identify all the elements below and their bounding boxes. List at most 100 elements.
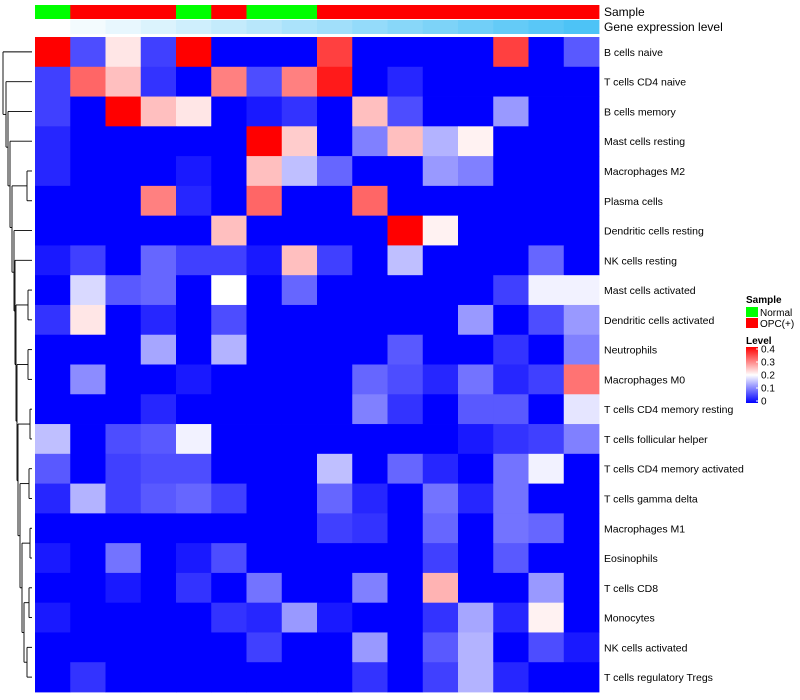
heatmap-cell bbox=[317, 662, 353, 693]
legend-label-opc: OPC(+) bbox=[760, 319, 794, 330]
heatmap-cell bbox=[387, 275, 424, 306]
heatmap-cell bbox=[246, 185, 283, 217]
heatmap-cell bbox=[493, 126, 529, 157]
heatmap-cell bbox=[422, 126, 459, 157]
heatmap-cell bbox=[246, 394, 283, 425]
heatmap-cell bbox=[563, 126, 600, 157]
heatmap-cell bbox=[70, 364, 106, 395]
heatmap-cell bbox=[70, 424, 106, 455]
row-label: T cells CD4 memory activated bbox=[604, 464, 744, 476]
heatmap-cell bbox=[246, 275, 283, 306]
heatmap-cell bbox=[493, 304, 529, 336]
expression-cell bbox=[70, 20, 106, 34]
heatmap-cell bbox=[105, 275, 142, 306]
heatmap-cell bbox=[422, 156, 459, 187]
heatmap-cell bbox=[528, 424, 565, 455]
heatmap-cell bbox=[387, 96, 424, 127]
heatmap-cell bbox=[246, 364, 283, 395]
heatmap-cell bbox=[458, 96, 494, 127]
heatmap-cell bbox=[105, 364, 142, 395]
expression-cell bbox=[35, 20, 71, 34]
heatmap-cell bbox=[105, 126, 142, 157]
level-ticks: 0.4 0.3 0.2 0.1 0 bbox=[756, 345, 775, 408]
expression-cell bbox=[387, 20, 424, 34]
heatmap-cell bbox=[281, 513, 318, 544]
heatmap-cell bbox=[35, 602, 71, 633]
heatmap-cell bbox=[458, 126, 494, 157]
heatmap-cell bbox=[387, 662, 424, 693]
heatmap-cell bbox=[352, 275, 388, 306]
heatmap-cell bbox=[35, 126, 71, 157]
heatmap-cell bbox=[493, 334, 529, 365]
heatmap-cell bbox=[281, 245, 318, 276]
row-label: Dendritic cells resting bbox=[604, 226, 704, 238]
heatmap-cell bbox=[176, 66, 212, 97]
level-tick-label: 0.3 bbox=[761, 358, 775, 369]
heatmap-cell bbox=[246, 483, 283, 514]
heatmap-cell bbox=[493, 602, 529, 633]
row-dendrogram bbox=[2, 51, 32, 678]
heatmap-cell bbox=[281, 126, 318, 157]
heatmap-cell bbox=[140, 37, 177, 68]
row-label: Macrophages M0 bbox=[604, 374, 685, 386]
row-labels: B cells naive T cells CD4 naive B cells me… bbox=[604, 47, 744, 684]
row-label: NK cells resting bbox=[604, 255, 677, 267]
heatmap-cell bbox=[211, 126, 247, 157]
heatmap-cell bbox=[176, 156, 212, 187]
heatmap-cell bbox=[140, 543, 177, 574]
heatmap-cell bbox=[35, 185, 71, 217]
heatmap-cell bbox=[70, 483, 106, 514]
heatmap-cell bbox=[317, 126, 353, 157]
heatmap-cell bbox=[246, 37, 283, 68]
heatmap-cell bbox=[317, 334, 353, 365]
expression-cell bbox=[317, 20, 353, 34]
heatmap-cell bbox=[528, 394, 565, 425]
heatmap-cell bbox=[140, 96, 177, 127]
sample-cell bbox=[352, 5, 388, 19]
heatmap-cell bbox=[352, 215, 388, 246]
row-label: Eosinophils bbox=[604, 553, 658, 565]
heatmap-cell bbox=[317, 66, 353, 97]
heatmap-cell bbox=[387, 364, 424, 395]
heatmap-cell bbox=[211, 215, 247, 246]
heatmap-cell bbox=[352, 632, 388, 663]
heatmap-cell bbox=[246, 156, 283, 187]
heatmap-cell bbox=[458, 662, 494, 693]
heatmap-cell bbox=[563, 632, 600, 663]
heatmap-cell bbox=[176, 364, 212, 395]
heatmap-cell bbox=[281, 156, 318, 187]
heatmap-cell bbox=[493, 364, 529, 395]
heatmap-cell bbox=[493, 543, 529, 574]
expression-cell bbox=[352, 20, 388, 34]
heatmap-cell bbox=[387, 424, 424, 455]
heatmap-cell bbox=[563, 37, 600, 68]
sample-cell bbox=[458, 5, 494, 19]
heatmap-cell bbox=[528, 364, 565, 395]
heatmap-cell bbox=[211, 156, 247, 187]
heatmap-cell bbox=[422, 334, 459, 365]
heatmap-cell bbox=[211, 394, 247, 425]
heatmap-cell bbox=[387, 483, 424, 514]
heatmap-cell bbox=[281, 215, 318, 246]
heatmap-cell bbox=[140, 275, 177, 306]
heatmap-cell bbox=[176, 424, 212, 455]
heatmap-cell bbox=[528, 215, 565, 246]
heatmap-cell bbox=[176, 126, 212, 157]
heatmap-cell bbox=[176, 662, 212, 693]
heatmap-cell bbox=[563, 245, 600, 276]
sample-cell bbox=[211, 5, 247, 19]
heatmap-cell bbox=[176, 37, 212, 68]
heatmap-cell bbox=[528, 543, 565, 574]
heatmap-cell bbox=[563, 364, 600, 395]
heatmap-cell bbox=[458, 245, 494, 276]
heatmap-cell bbox=[528, 602, 565, 633]
heatmap-cell bbox=[352, 37, 388, 68]
heatmap-cell bbox=[246, 334, 283, 365]
heatmap-cell bbox=[563, 66, 600, 97]
heatmap-cell bbox=[528, 453, 565, 484]
row-label: Monocytes bbox=[604, 613, 655, 625]
heatmap-cell bbox=[422, 275, 459, 306]
heatmap-cell bbox=[563, 602, 600, 633]
sample-cell bbox=[246, 5, 283, 19]
heatmap-cell bbox=[105, 334, 142, 365]
